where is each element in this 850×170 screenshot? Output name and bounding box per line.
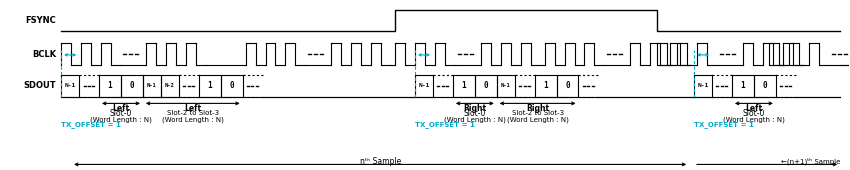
Text: (Word Length : N): (Word Length : N)	[90, 116, 152, 123]
Text: Right: Right	[526, 104, 549, 113]
Text: TX_OFFSET = 1: TX_OFFSET = 1	[415, 121, 475, 128]
Text: N-1: N-1	[501, 83, 511, 88]
Text: Slot-0: Slot-0	[743, 109, 765, 118]
Text: SDOUT: SDOUT	[24, 81, 56, 90]
Text: TX_OFFSET = 1: TX_OFFSET = 1	[694, 121, 754, 128]
Text: 1: 1	[543, 81, 548, 90]
Text: N-1: N-1	[698, 83, 709, 88]
Text: 0: 0	[230, 81, 234, 90]
Text: N-2: N-2	[165, 83, 175, 88]
Text: nᵗʰ Sample: nᵗʰ Sample	[360, 157, 400, 166]
Text: Slot-2 to Slot-3: Slot-2 to Slot-3	[167, 110, 218, 116]
Text: Left: Left	[112, 104, 129, 113]
Text: N-1: N-1	[65, 83, 76, 88]
Text: FSYNC: FSYNC	[26, 16, 56, 25]
Text: N-1: N-1	[418, 83, 429, 88]
Text: 1: 1	[462, 81, 466, 90]
Text: ←(n+1)ᵗʰ Sample: ←(n+1)ᵗʰ Sample	[781, 158, 840, 165]
Text: Right: Right	[463, 104, 486, 113]
Text: Slot-2 to Slot-3: Slot-2 to Slot-3	[512, 110, 564, 116]
Text: (Word Length : N): (Word Length : N)	[723, 116, 785, 123]
Text: 1: 1	[108, 81, 112, 90]
Text: (Word Length : N): (Word Length : N)	[444, 116, 506, 123]
Text: 0: 0	[484, 81, 488, 90]
Text: TX_OFFSET = 1: TX_OFFSET = 1	[61, 121, 121, 128]
Text: 1: 1	[740, 81, 745, 90]
Text: 0: 0	[130, 81, 134, 90]
Text: Left: Left	[184, 104, 201, 113]
Text: Left: Left	[745, 104, 762, 113]
Text: 0: 0	[762, 81, 768, 90]
Text: N-1: N-1	[147, 83, 156, 88]
Text: (Word Length : N): (Word Length : N)	[507, 116, 569, 123]
Text: 0: 0	[565, 81, 570, 90]
Text: Slot-0: Slot-0	[463, 109, 486, 118]
Text: (Word Length : N): (Word Length : N)	[162, 116, 224, 123]
Text: Slot-0: Slot-0	[110, 109, 133, 118]
Text: BCLK: BCLK	[32, 50, 56, 58]
Text: 1: 1	[207, 81, 212, 90]
